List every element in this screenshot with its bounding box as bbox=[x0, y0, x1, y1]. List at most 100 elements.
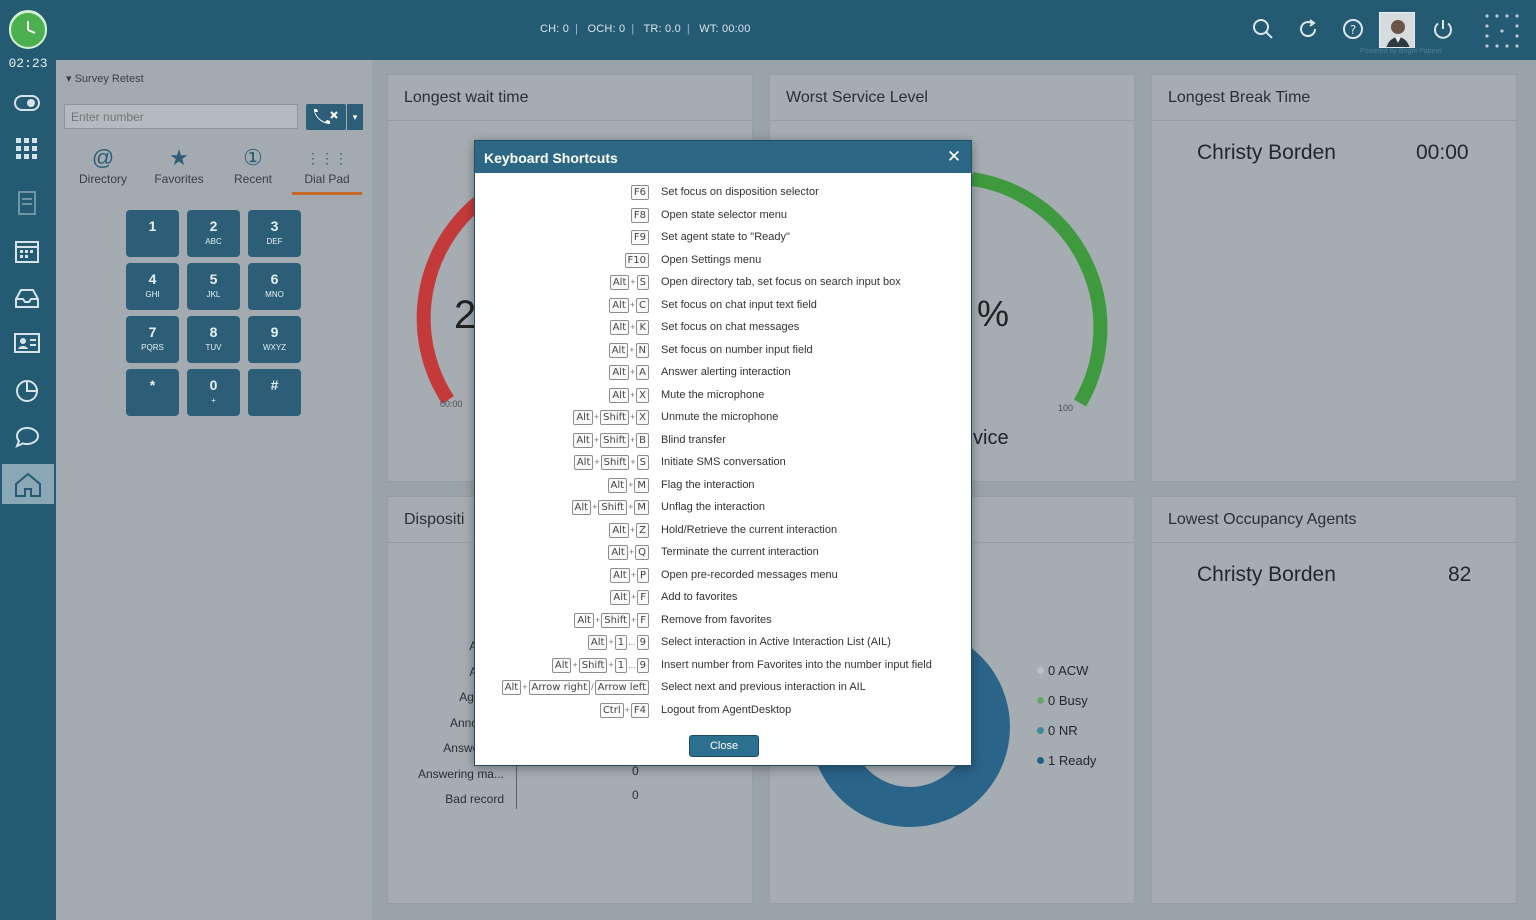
key-cap: Alt bbox=[571, 500, 592, 515]
apps-grid-icon[interactable] bbox=[1483, 12, 1523, 52]
shortcut-row: Alt +1... 9 Select interaction in Active In… bbox=[475, 635, 971, 653]
shortcut-keys: Alt + S bbox=[609, 275, 649, 290]
keypad-key[interactable]: 7 PQRS bbox=[126, 316, 179, 363]
key-plus: + bbox=[629, 299, 636, 310]
apps-icon[interactable] bbox=[12, 134, 42, 164]
home-nav[interactable] bbox=[2, 464, 54, 504]
shortcut-row: Alt + F Add to favorites bbox=[475, 590, 971, 608]
tab-directory[interactable]: @ Directory bbox=[68, 144, 138, 186]
key-cap: / bbox=[591, 682, 594, 692]
key-cap: Arrow left bbox=[594, 680, 649, 695]
shortcut-row: F8 Open state selector menu bbox=[475, 207, 971, 226]
call-options-dropdown[interactable]: ▾ bbox=[347, 104, 363, 130]
state-clock-icon[interactable] bbox=[9, 11, 47, 49]
key-cap: A bbox=[636, 365, 649, 380]
toggle-icon[interactable] bbox=[12, 88, 42, 118]
key-plus: + bbox=[629, 434, 636, 445]
search-icon[interactable] bbox=[1250, 16, 1276, 42]
shortcut-row: Alt + M Flag the interaction bbox=[475, 477, 971, 496]
key-cap: B bbox=[636, 432, 649, 448]
keypad-key[interactable]: * bbox=[126, 369, 179, 416]
keypad-key[interactable]: 3 DEF bbox=[248, 210, 301, 257]
legend-label: 0 ACW bbox=[1048, 663, 1089, 678]
keypad-key[interactable]: 6 MNO bbox=[248, 263, 301, 310]
survey-selector[interactable]: ▾ Survey Retest bbox=[66, 73, 144, 85]
shortcut-keys: Alt + Arrow right / Arrow left bbox=[501, 680, 649, 695]
contact-card-icon[interactable] bbox=[12, 328, 42, 358]
key-digit: 4 bbox=[148, 271, 157, 287]
close-icon[interactable]: ✕ bbox=[946, 147, 962, 166]
key-plus: + bbox=[630, 457, 636, 467]
card-title: Worst Service Level bbox=[786, 89, 928, 106]
keypad-key[interactable]: 1 bbox=[126, 210, 179, 257]
close-button[interactable]: Close bbox=[689, 735, 759, 757]
shortcut-row: Alt + S Open directory tab, set focus on se… bbox=[475, 275, 971, 293]
shortcut-description: Unflag the interaction bbox=[661, 501, 765, 513]
power-icon[interactable] bbox=[1430, 16, 1456, 42]
key-letters: WXYZ bbox=[262, 343, 287, 352]
shortcut-description: Set agent state to "Ready" bbox=[661, 231, 790, 243]
keypad-key[interactable]: 2 ABC bbox=[187, 210, 240, 257]
document-icon[interactable] bbox=[12, 188, 42, 218]
refresh-icon[interactable] bbox=[1295, 16, 1321, 42]
tab-recent[interactable]: ① Recent bbox=[218, 144, 288, 186]
shortcut-row: Alt + X Mute the microphone bbox=[475, 387, 971, 406]
shortcut-row: Alt + A Answer alerting interaction bbox=[475, 365, 971, 383]
inbox-icon[interactable] bbox=[12, 282, 42, 312]
key-plus: + bbox=[629, 367, 636, 377]
legend-item: 0 Busy bbox=[1037, 693, 1088, 708]
top-bar: CH: 0 | OCH: 0 | TR: 0.0 | WT: 00:00 ? Powe… bbox=[0, 0, 1536, 60]
avatar[interactable] bbox=[1379, 12, 1415, 48]
key-cap: ... bbox=[628, 659, 636, 670]
keypad-key[interactable]: 5 JKL bbox=[187, 263, 240, 310]
key-digit: 1 bbox=[148, 218, 157, 234]
stat-wt: WT: 00:00 bbox=[699, 23, 751, 35]
key-cap: Alt bbox=[609, 522, 629, 538]
agent-name: Christy Borden bbox=[1197, 563, 1336, 586]
dialer-panel: ▾ Survey Retest ▾ @ Directory ★ Favorite… bbox=[56, 60, 372, 920]
key-plus: + bbox=[608, 659, 614, 670]
chat-icon[interactable] bbox=[12, 422, 42, 452]
keypad-key[interactable]: 8 TUV bbox=[187, 316, 240, 363]
key-plus: + bbox=[628, 502, 634, 512]
shortcut-row: Alt + Shift + B Blind transfer bbox=[475, 432, 971, 451]
shortcut-row: Alt + Z Hold/Retrieve the current interacti… bbox=[475, 522, 971, 541]
key-letters: PQRS bbox=[141, 343, 164, 352]
key-cap: Shift bbox=[600, 455, 630, 470]
powered-by: Powered by Bright Pattern bbox=[1360, 48, 1442, 55]
key-digit: 6 bbox=[270, 271, 279, 287]
key-cap: ... bbox=[628, 637, 636, 647]
tab-favorites[interactable]: ★ Favorites bbox=[144, 144, 214, 186]
key-plus: + bbox=[630, 592, 637, 602]
key-cap: S bbox=[636, 455, 649, 470]
shortcut-keys: Alt + K bbox=[609, 320, 649, 335]
key-letters: ABC bbox=[205, 237, 222, 246]
shortcut-description: Select next and previous interaction in … bbox=[661, 681, 866, 693]
keypad-key[interactable]: 4 GHI bbox=[126, 263, 179, 310]
keypad-key[interactable]: # bbox=[248, 369, 301, 416]
key-plus: + bbox=[629, 344, 635, 355]
key-digit: 0 bbox=[209, 377, 218, 393]
pie-chart-icon[interactable] bbox=[12, 376, 42, 406]
tab-label: Directory bbox=[78, 172, 127, 186]
shortcut-keys: Alt + F bbox=[610, 590, 649, 605]
key-digit: 7 bbox=[148, 324, 157, 340]
key-cap: F9 bbox=[630, 230, 649, 245]
key-cap: P bbox=[636, 567, 649, 583]
keypad-key[interactable]: 0 + bbox=[187, 369, 240, 416]
queue-stats: CH: 0 | OCH: 0 | TR: 0.0 | WT: 00:00 bbox=[540, 23, 751, 35]
key-cap: S bbox=[636, 275, 649, 290]
calendar-icon[interactable] bbox=[12, 236, 42, 266]
key-cap: 9 bbox=[636, 657, 649, 673]
shortcut-description: Set focus on chat input text field bbox=[661, 298, 817, 311]
number-input[interactable] bbox=[64, 104, 298, 129]
keypad-key[interactable]: 9 WXYZ bbox=[248, 316, 301, 363]
key-cap: Ctrl bbox=[599, 702, 624, 718]
shortcut-keys: Alt + Shift + S bbox=[573, 455, 649, 470]
legend-item: 0 NR bbox=[1037, 723, 1078, 738]
help-icon[interactable]: ? bbox=[1340, 16, 1366, 42]
key-cap: K bbox=[636, 320, 649, 335]
key-plus: + bbox=[629, 524, 636, 535]
tab-dial-pad[interactable]: ⋮⋮⋮ Dial Pad bbox=[292, 144, 362, 186]
call-button[interactable] bbox=[306, 104, 346, 130]
